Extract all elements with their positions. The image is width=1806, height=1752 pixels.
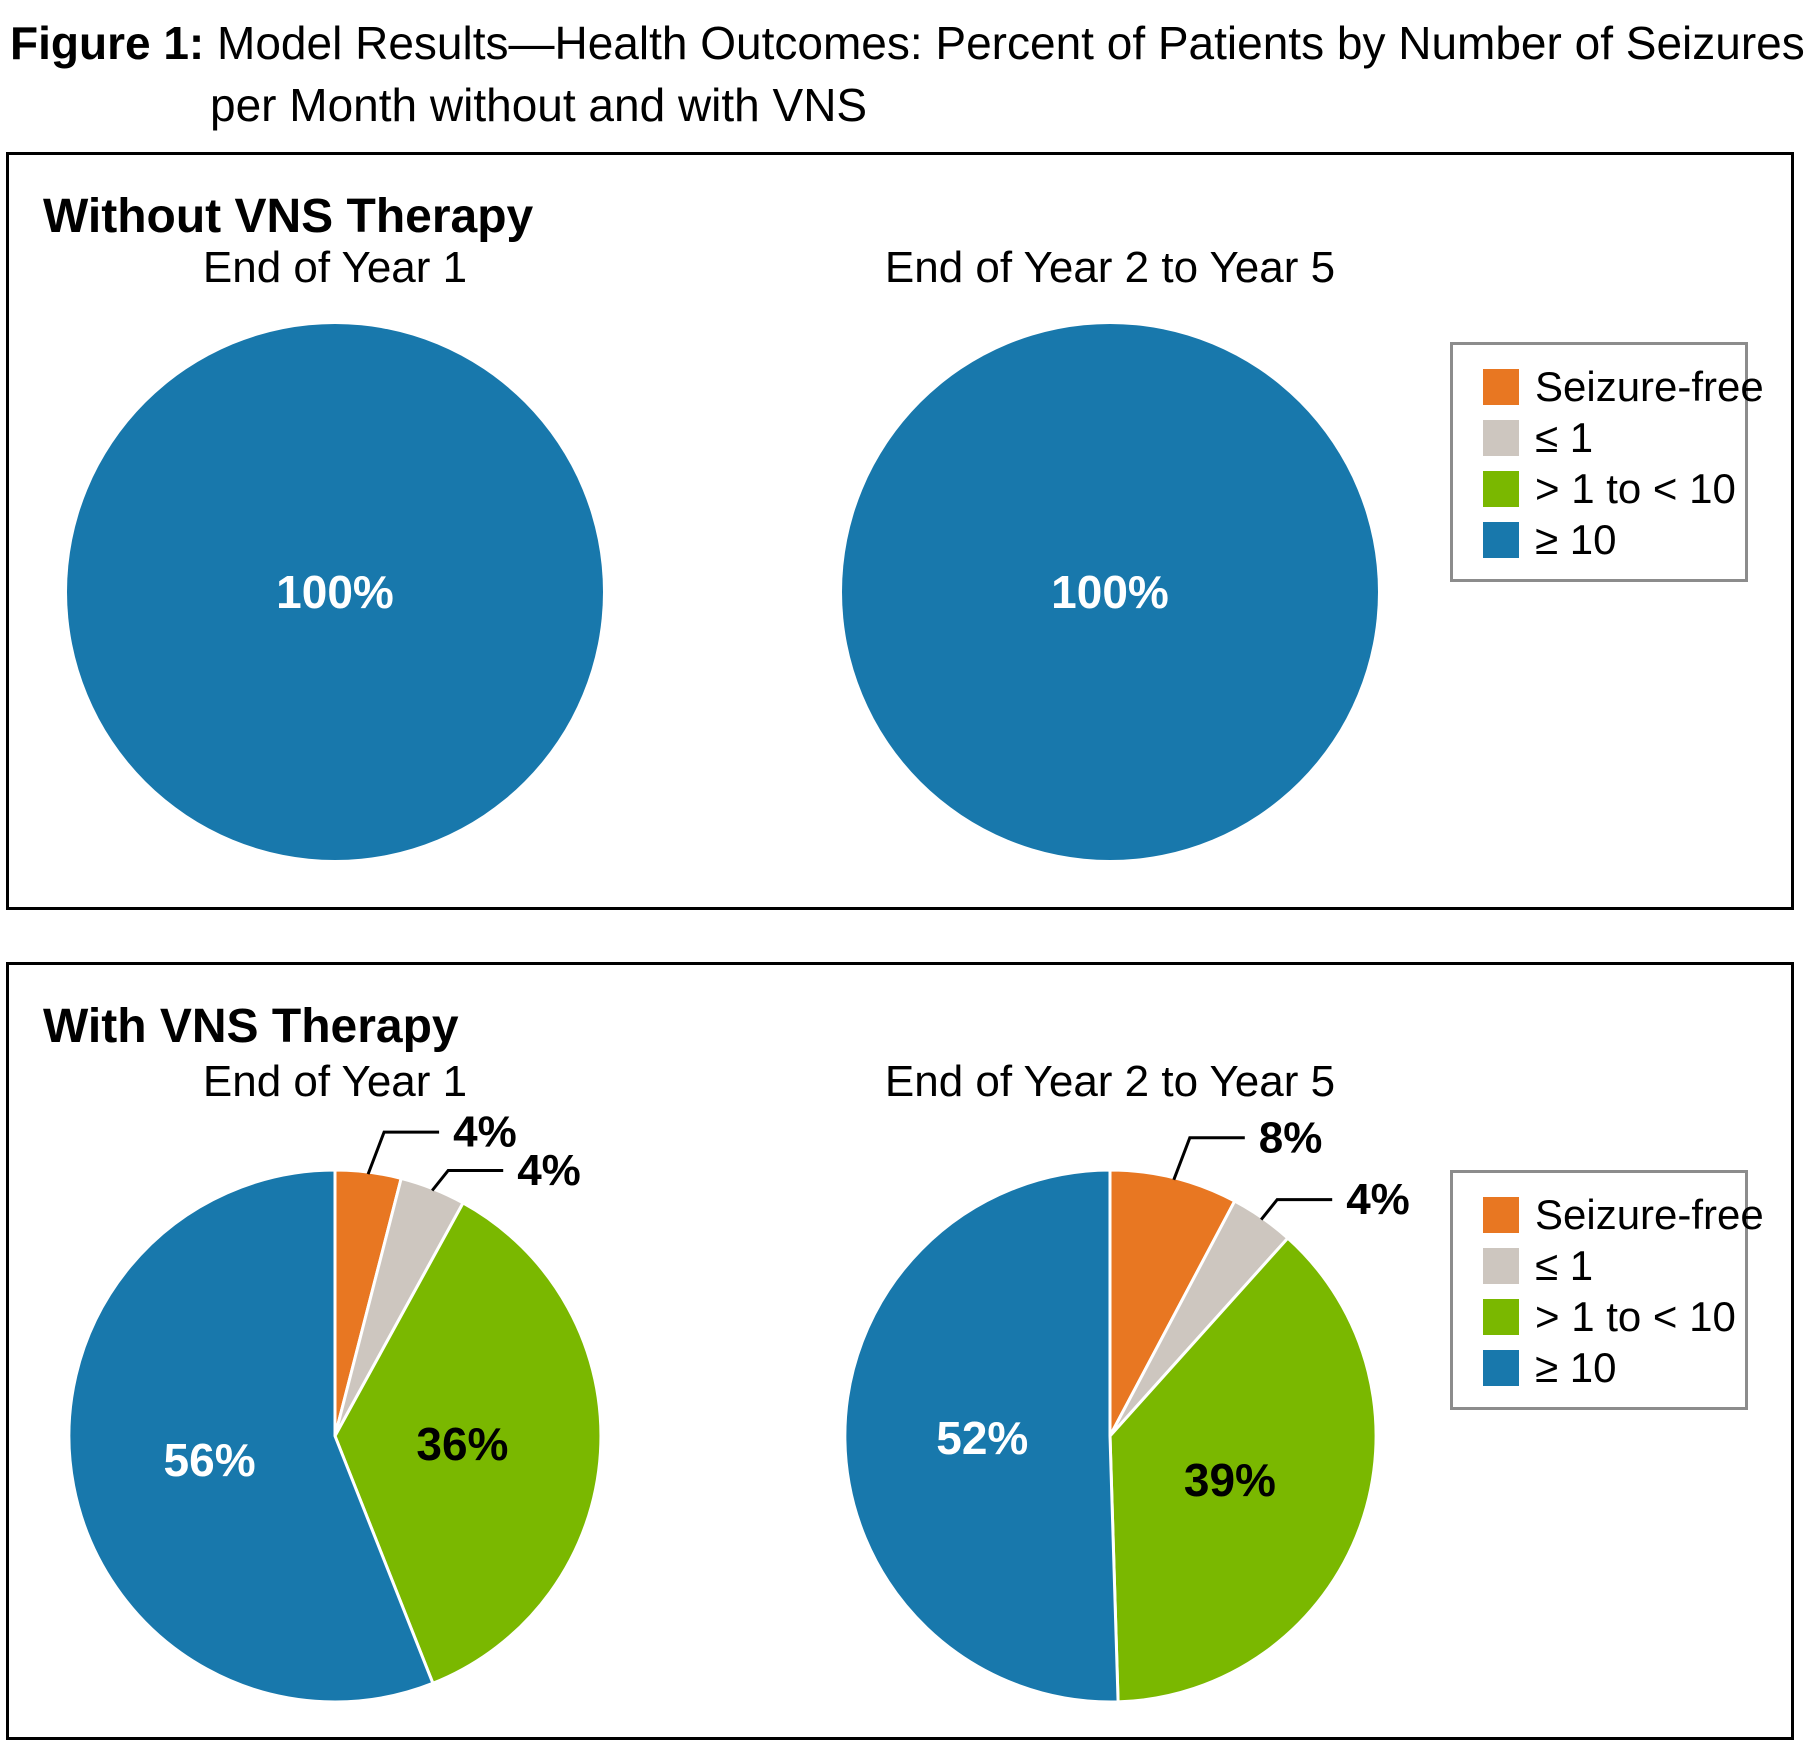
pie-labels: 100% <box>276 566 394 618</box>
pie-slice-gt1-lt10 <box>1108 1236 1378 1704</box>
figure-title-line2: per Month without and with VNS <box>210 79 868 131</box>
legend-item-seizure-free: Seizure-free <box>1483 361 1764 412</box>
callout-label-le1: 4% <box>517 1146 581 1195</box>
slice-label-ge10: 52% <box>936 1412 1028 1464</box>
legend-label-gt1-lt10: > 1 to < 10 <box>1535 1292 1736 1340</box>
figure-number-label: Figure 1: <box>10 17 205 69</box>
legend-label-seizure-free: Seizure-free <box>1535 362 1764 410</box>
panel-with-vns: With VNS Therapy End of Year 1 End of Ye… <box>6 962 1794 1740</box>
pie-title-with-year2to5: End of Year 2 to Year 5 <box>884 1057 1336 1106</box>
callout-leader-le1 <box>431 1169 504 1192</box>
pie-labels: 4%4% 36% 56% <box>164 1108 581 1486</box>
legend-item-ge10: ≥ 10 <box>1483 514 1745 565</box>
pie-slice-ge10 <box>67 1168 435 1704</box>
pie-slice-gt1-lt10 <box>333 1201 603 1685</box>
callout-leader-seizure-free <box>366 1130 440 1175</box>
slice-label-ge10: 56% <box>164 1434 256 1486</box>
callout-label-seizure-free: 4% <box>453 1108 517 1157</box>
legend-label-ge10: ≥ 10 <box>1535 515 1617 563</box>
pie-canvas-with: 4%4%36%56%8%4%39%52% <box>67 1108 1410 1704</box>
callout-label-seizure-free: 8% <box>1259 1113 1323 1162</box>
callout-label-le1: 4% <box>1346 1175 1410 1224</box>
figure-title-line1: Model Results—Health Outcomes: Percent o… <box>217 17 1805 69</box>
pie-title-without-year2to5: End of Year 2 to Year 5 <box>884 243 1336 292</box>
legend-item-le1: ≤ 1 <box>1483 412 1745 463</box>
pie-labels: 100% <box>1051 566 1169 618</box>
legend-swatch-ge10-icon <box>1483 1349 1519 1386</box>
panel-without-vns: Without VNS Therapy End of Year 1 End of… <box>6 152 1794 910</box>
legend-item-gt1-lt10: > 1 to < 10 <box>1483 1291 1745 1342</box>
legend-swatch-le1-icon <box>1483 419 1519 456</box>
slice-label-gt1-lt10: 36% <box>416 1418 508 1470</box>
slice-label-ge10: 100% <box>276 566 394 618</box>
legend-label-seizure-free: Seizure-free <box>1535 1190 1764 1238</box>
pie-canvas-without: 100% 100% <box>67 324 1378 860</box>
legend-item-le1: ≤ 1 <box>1483 1240 1745 1291</box>
legend-with: Seizure-free ≤ 1 > 1 to < 10 ≥ 10 <box>1450 1170 1764 1410</box>
callout-leader-le1 <box>1260 1198 1333 1221</box>
slice-label-gt1-lt10: 39% <box>1184 1454 1276 1506</box>
slice-label-ge10: 100% <box>1051 566 1169 618</box>
figure-title: Figure 1: Model Results—Health Outcomes:… <box>10 12 1805 136</box>
legend-label-ge10: ≥ 10 <box>1535 1343 1617 1391</box>
pie-end-of-year-1 <box>67 1168 603 1704</box>
pie-end-of-year-2-to-year-5 <box>842 324 1378 860</box>
legend-item-seizure-free: Seizure-free <box>1483 1189 1764 1240</box>
legend-swatch-ge10-icon <box>1483 521 1519 558</box>
callout-leader-seizure-free <box>1172 1136 1245 1181</box>
pie-slice-ge10 <box>67 324 603 860</box>
legend-item-ge10: ≥ 10 <box>1483 1342 1745 1393</box>
legend-label-le1: ≤ 1 <box>1535 413 1594 461</box>
pie-title-without-year1: End of Year 1 <box>202 243 468 292</box>
pie-slice-ge10 <box>842 324 1378 860</box>
pie-end-of-year-2-to-year-5 <box>843 1168 1378 1704</box>
legend-swatch-seizure-free-icon <box>1483 368 1519 405</box>
legend-swatch-le1-icon <box>1483 1247 1519 1284</box>
legend-swatch-gt1-lt10-icon <box>1483 1298 1519 1335</box>
pie-slice-ge10 <box>843 1168 1120 1704</box>
legend-swatch-seizure-free-icon <box>1483 1196 1519 1233</box>
panel-without-title: Without VNS Therapy <box>43 190 534 243</box>
legend-swatch-gt1-lt10-icon <box>1483 470 1519 507</box>
pie-labels: 8% 4% 39% 52% <box>936 1113 1410 1506</box>
legend-without: Seizure-free ≤ 1 > 1 to < 10 ≥ 10 <box>1450 342 1764 582</box>
pie-end-of-year-1 <box>67 324 603 860</box>
legend-label-le1: ≤ 1 <box>1535 1241 1594 1289</box>
legend-label-gt1-lt10: > 1 to < 10 <box>1535 464 1736 512</box>
panel-with-title: With VNS Therapy <box>43 1000 459 1053</box>
pie-title-with-year1: End of Year 1 <box>202 1057 468 1106</box>
legend-item-gt1-lt10: > 1 to < 10 <box>1483 463 1745 514</box>
